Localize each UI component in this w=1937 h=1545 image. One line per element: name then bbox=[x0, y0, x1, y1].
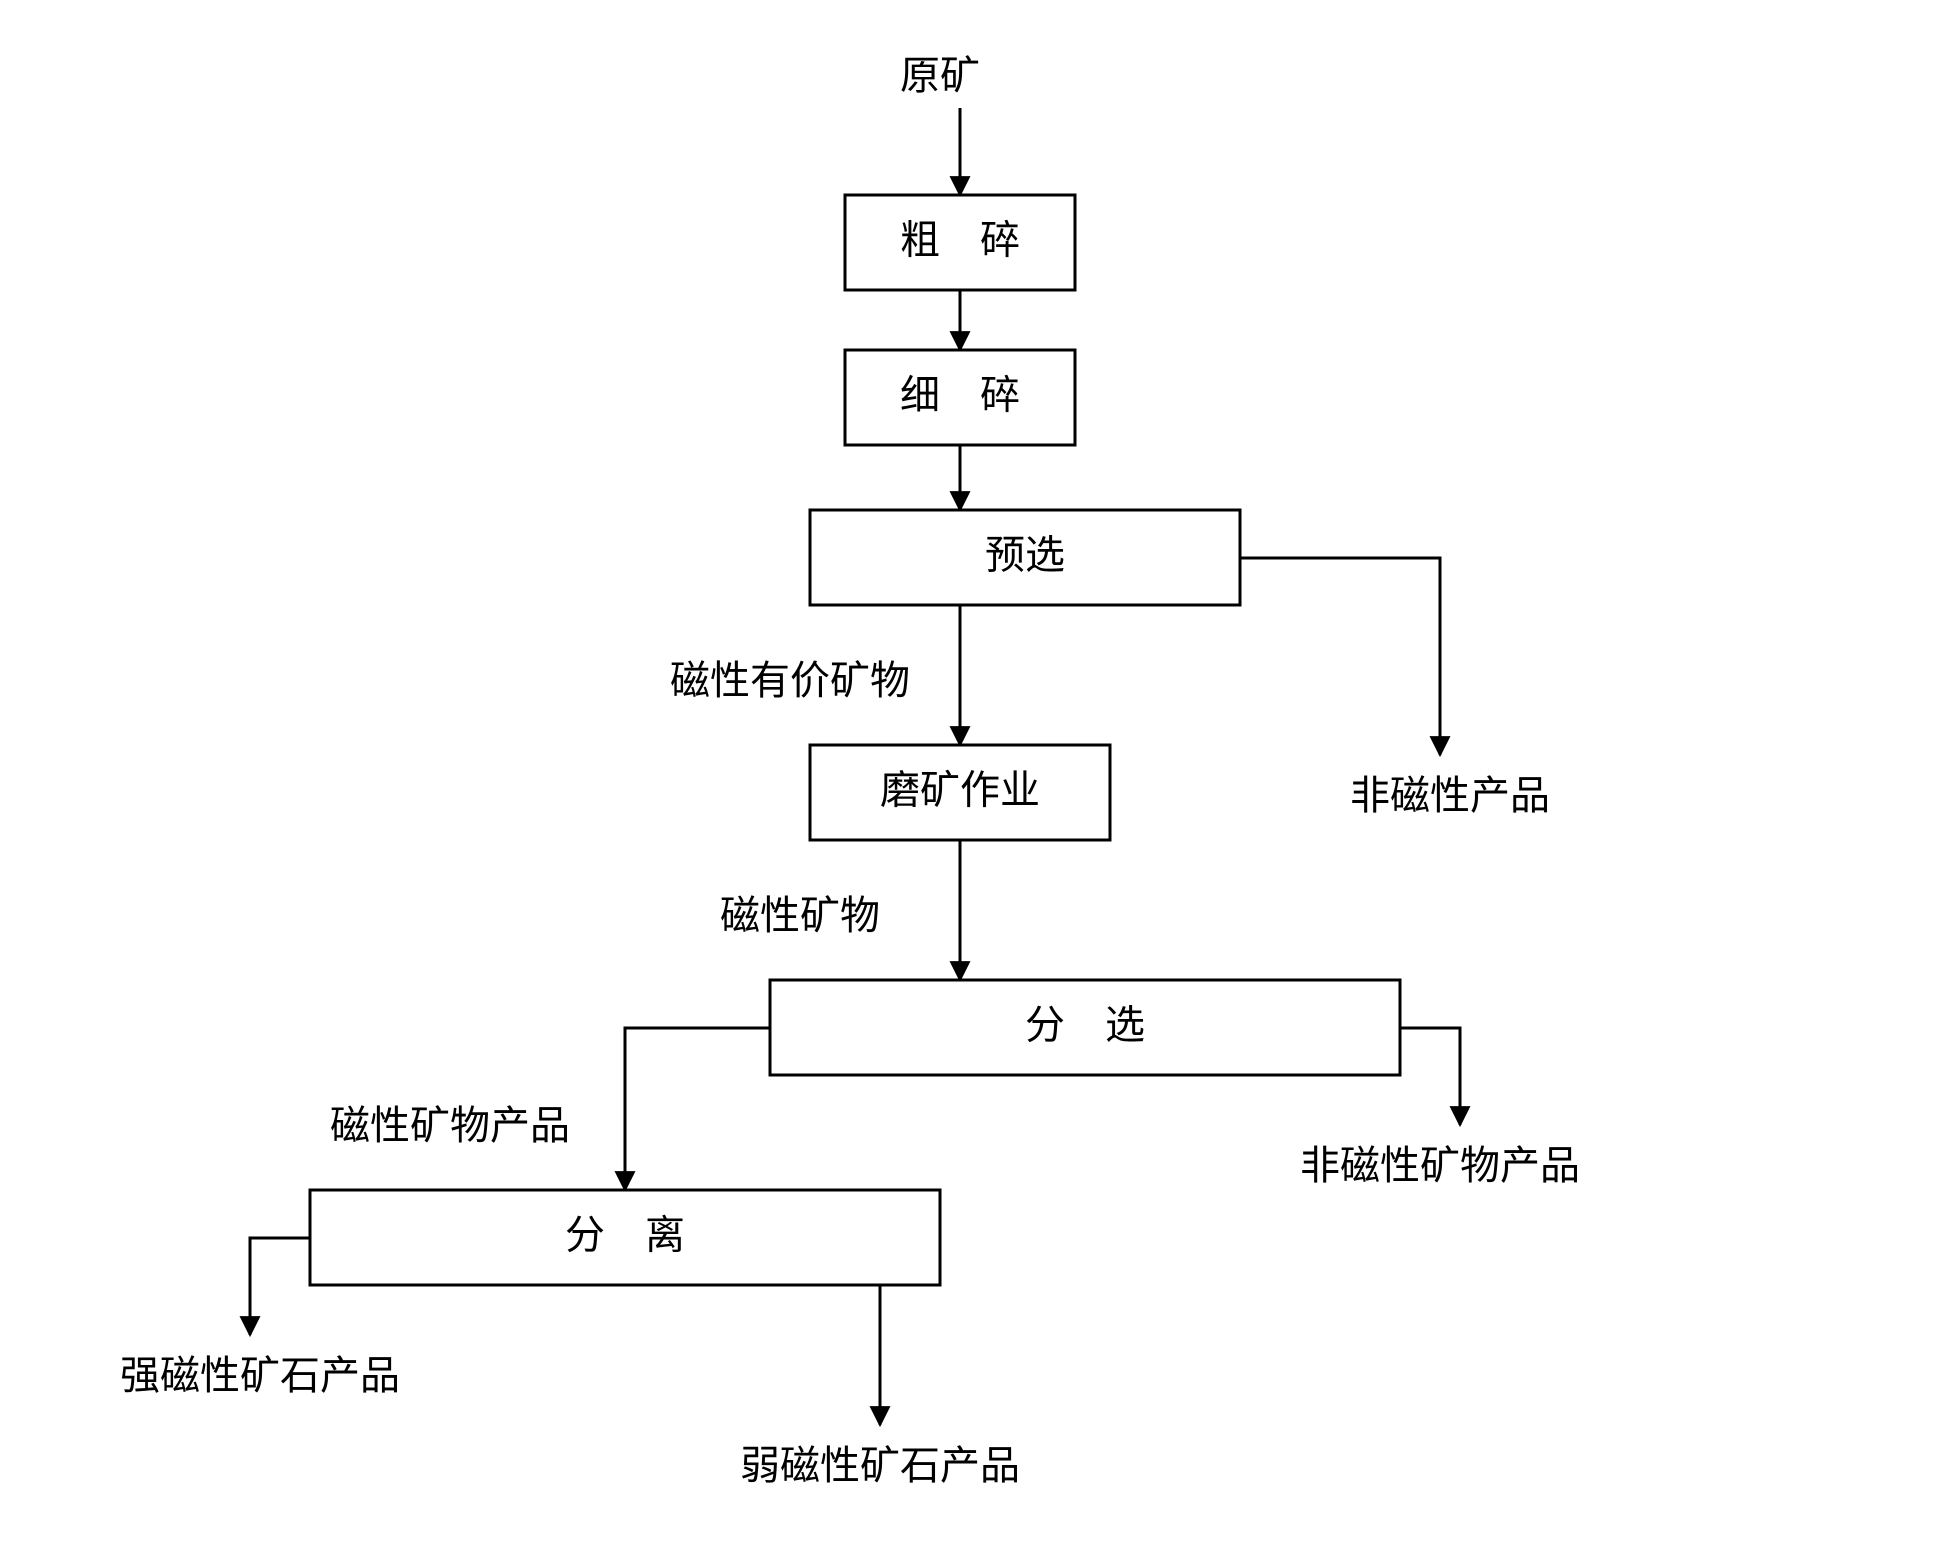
edge-5 bbox=[1240, 558, 1440, 755]
node-label-fine: 细 碎 bbox=[900, 373, 1020, 418]
edge-6 bbox=[1400, 1028, 1460, 1125]
node-label-sort: 分 选 bbox=[1025, 1003, 1145, 1048]
text-start: 原矿 bbox=[900, 53, 980, 98]
text-lab1: 磁性有价矿物 bbox=[670, 658, 910, 703]
text-lab3: 磁性矿物产品 bbox=[330, 1103, 570, 1148]
flowchart-canvas: 原矿粗 碎细 碎预选磨矿作业分 选分 离 非磁性产品非磁性矿物产品强磁性矿石产品弱… bbox=[0, 0, 1937, 1545]
text-weak: 弱磁性矿石产品 bbox=[740, 1443, 1020, 1488]
node-label-grind: 磨矿作业 bbox=[880, 768, 1040, 813]
edge-8 bbox=[250, 1238, 310, 1335]
text-strong: 强磁性矿石产品 bbox=[120, 1353, 400, 1398]
node-label-sep: 分 离 bbox=[565, 1213, 685, 1258]
edge-7 bbox=[625, 1028, 770, 1190]
text-nonmag1: 非磁性产品 bbox=[1350, 773, 1550, 818]
text-lab2: 磁性矿物 bbox=[720, 893, 880, 938]
node-label-presel: 预选 bbox=[985, 533, 1065, 578]
text-nonmag2: 非磁性矿物产品 bbox=[1300, 1143, 1580, 1188]
node-label-coarse: 粗 碎 bbox=[900, 218, 1020, 263]
